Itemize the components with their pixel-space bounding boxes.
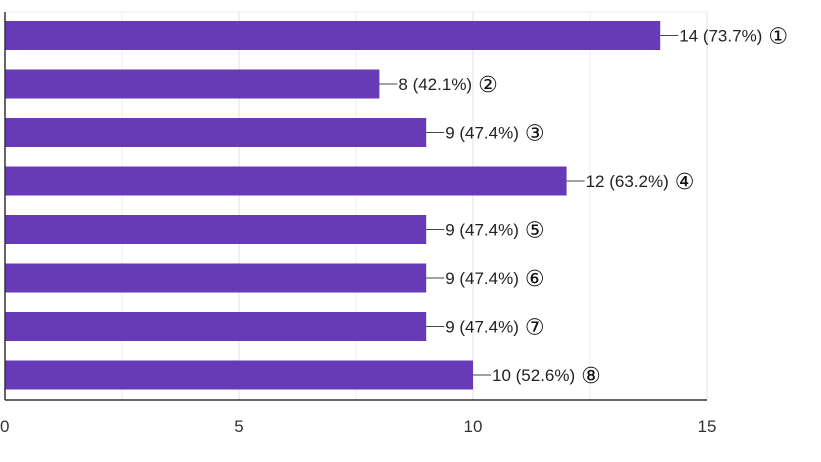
bar: [5, 21, 661, 50]
bar: [5, 118, 427, 147]
data-label: 9 (47.4%): [445, 221, 519, 240]
x-tick-label: 5: [234, 417, 243, 436]
category-number-annotation: ⑥: [525, 267, 545, 292]
bar: [5, 215, 427, 244]
category-number-annotation: ⑦: [525, 316, 545, 341]
x-axis: 0 5 10 15: [0, 12, 716, 436]
data-label: 9 (47.4%): [445, 269, 519, 288]
bars: [5, 21, 661, 390]
category-number-annotation: ⑧: [581, 364, 601, 389]
category-number-annotation: ①: [768, 25, 788, 50]
bar: [5, 263, 427, 293]
category-number-annotation: ⑤: [525, 219, 545, 244]
data-label: 10 (52.6%): [492, 366, 575, 385]
bar: [5, 166, 567, 196]
x-tick-label: 0: [0, 417, 9, 436]
category-number-annotation: ②: [478, 73, 498, 98]
data-label: 12 (63.2%): [586, 172, 669, 191]
data-labels: 14 (73.7%) ① 8 (42.1%) ② 9 (47.4%) ③ 12 (63.2%…: [379, 25, 788, 389]
bar: [5, 69, 380, 99]
x-tick-label: 10: [464, 417, 483, 436]
data-label: 8 (42.1%): [398, 75, 472, 94]
data-label: 14 (73.7%): [679, 27, 762, 46]
category-number-annotation: ④: [675, 170, 695, 195]
bar: [5, 360, 473, 390]
category-number-annotation: ③: [525, 122, 545, 147]
x-tick-label: 15: [698, 417, 717, 436]
data-label: 9 (47.4%): [445, 124, 519, 143]
data-label: 9 (47.4%): [445, 318, 519, 337]
bar: [5, 312, 427, 341]
